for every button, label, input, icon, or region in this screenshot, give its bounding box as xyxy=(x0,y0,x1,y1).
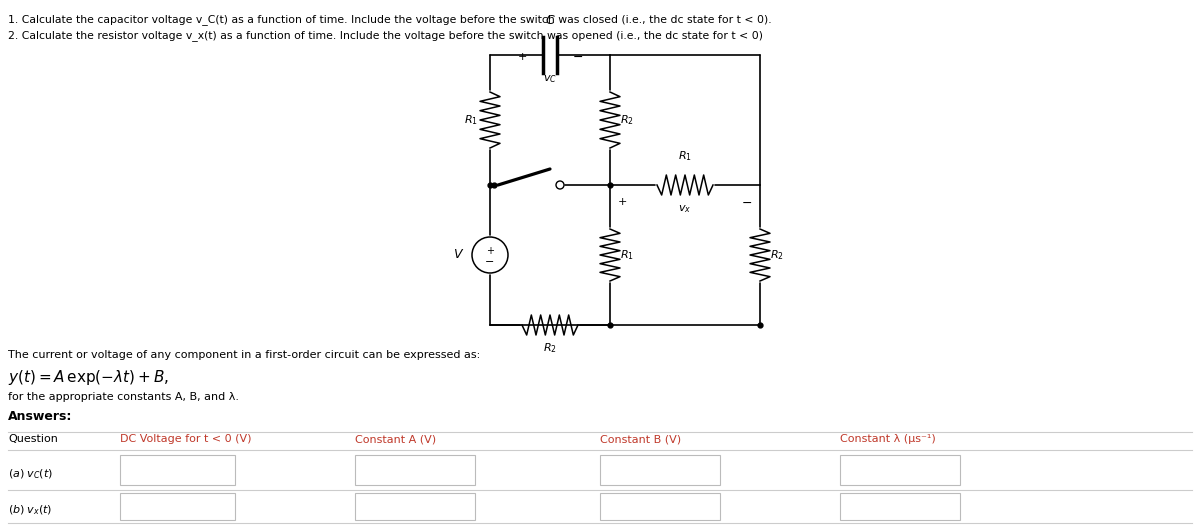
Text: $R_1$: $R_1$ xyxy=(620,248,634,262)
Text: −: − xyxy=(485,257,494,267)
Bar xyxy=(120,455,235,485)
Text: $v_C$: $v_C$ xyxy=(544,73,557,85)
Text: V: V xyxy=(454,248,462,261)
Text: Constant B (V): Constant B (V) xyxy=(600,434,682,444)
Bar xyxy=(120,493,235,520)
Text: +: + xyxy=(486,246,494,256)
Text: $R_1$: $R_1$ xyxy=(464,113,478,127)
Text: Constant λ (μs⁻¹): Constant λ (μs⁻¹) xyxy=(840,434,936,444)
Text: DC Voltage for t < 0 (V): DC Voltage for t < 0 (V) xyxy=(120,434,252,444)
Text: Question: Question xyxy=(8,434,58,444)
Text: $v_x$: $v_x$ xyxy=(678,203,691,215)
Text: +: + xyxy=(517,52,527,62)
Bar xyxy=(600,493,720,520)
Text: 1. Calculate the capacitor voltage v_C(t) as a function of time. Include the vol: 1. Calculate the capacitor voltage v_C(t… xyxy=(8,14,772,25)
Text: $y(t) = A\,\exp(-\lambda t) + B,$: $y(t) = A\,\exp(-\lambda t) + B,$ xyxy=(8,368,169,387)
Text: The current or voltage of any component in a first-order circuit can be expresse: The current or voltage of any component … xyxy=(8,350,480,360)
Text: $R_2$: $R_2$ xyxy=(770,248,784,262)
Text: Constant A (V): Constant A (V) xyxy=(355,434,436,444)
Text: 2. Calculate the resistor voltage v_x(t) as a function of time. Include the volt: 2. Calculate the resistor voltage v_x(t)… xyxy=(8,30,763,41)
Bar xyxy=(840,493,960,520)
Text: −: − xyxy=(742,197,752,210)
Text: $(b)\;v_x(t)$: $(b)\;v_x(t)$ xyxy=(8,503,53,517)
Bar xyxy=(600,455,720,485)
Text: $R_2$: $R_2$ xyxy=(620,113,634,127)
Text: $R_2$: $R_2$ xyxy=(544,341,557,355)
Text: Answers:: Answers: xyxy=(8,410,72,423)
Text: $R_1$: $R_1$ xyxy=(678,149,692,163)
Text: $(a)\;v_C(t)$: $(a)\;v_C(t)$ xyxy=(8,467,53,481)
Bar xyxy=(355,493,475,520)
Bar xyxy=(355,455,475,485)
Text: C: C xyxy=(546,14,554,27)
Circle shape xyxy=(556,181,564,189)
Text: for the appropriate constants A, B, and λ.: for the appropriate constants A, B, and … xyxy=(8,392,239,402)
Text: +: + xyxy=(618,197,628,207)
Bar xyxy=(840,455,960,485)
Text: −: − xyxy=(572,50,583,64)
